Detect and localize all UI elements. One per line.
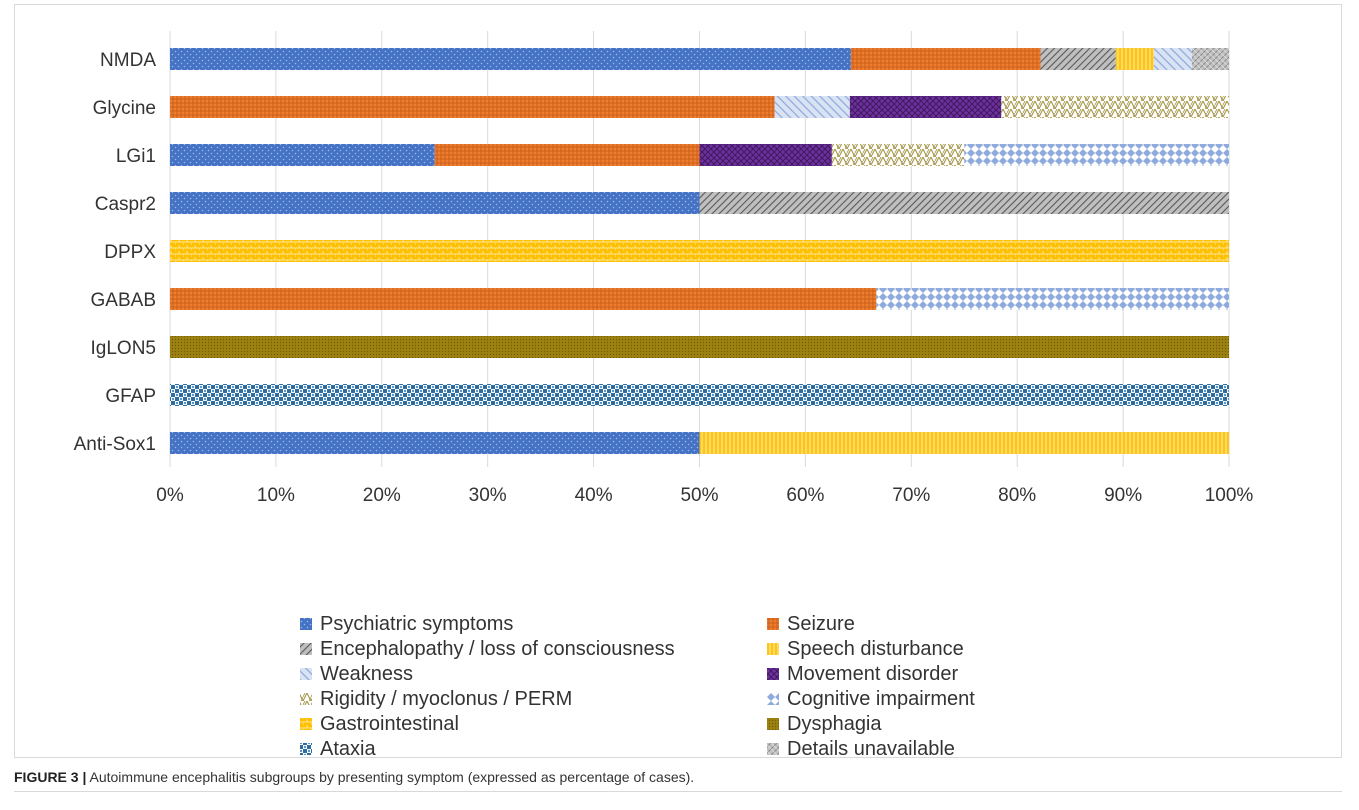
x-axis-tick-labels: 0% 10% 20% 30% 40% 50% 60% 70% 80% 90% 100% bbox=[156, 485, 1253, 506]
bar-segment-nmda-psychiatric-symptoms bbox=[170, 48, 851, 70]
bar-segment-lgi1-seizure bbox=[434, 144, 700, 166]
legend-swatch-ataxia bbox=[300, 743, 312, 755]
legend-swatch-seizure bbox=[767, 618, 779, 630]
bar-segment-gfap-ataxia bbox=[170, 384, 1229, 406]
x-tick-label: 80% bbox=[998, 485, 1036, 506]
legend-label: Movement disorder bbox=[787, 663, 959, 685]
figure-label: FIGURE 3 | bbox=[14, 769, 87, 785]
x-tick-label: 0% bbox=[156, 485, 184, 506]
bar-segment-glycine-movement-disorder bbox=[849, 96, 1002, 118]
x-tick-label: 60% bbox=[786, 485, 824, 506]
category-label: Caspr2 bbox=[95, 194, 156, 215]
legend-swatch-movement-disorder bbox=[767, 668, 779, 680]
bar-segment-nmda-encephalopathy-loss-of-consciousness bbox=[1040, 48, 1116, 70]
x-tick-label: 20% bbox=[363, 485, 401, 506]
legend-swatch-gastrointestinal bbox=[300, 718, 312, 730]
x-tick-label: 30% bbox=[469, 485, 507, 506]
figure-caption: FIGURE 3 | Autoimmune encephalitis subgr… bbox=[14, 769, 1342, 792]
legend-swatch-cognitive-impairment bbox=[767, 693, 779, 705]
bar-segment-glycine-rigidity-myoclonus-perm bbox=[1001, 96, 1229, 118]
legend: Psychiatric symptoms Seizure Encephalopath… bbox=[300, 613, 975, 757]
bar-segment-lgi1-psychiatric-symptoms bbox=[170, 144, 435, 166]
bar-segment-iglon5-dysphagia bbox=[170, 336, 1229, 358]
bar-segment-glycine-seizure bbox=[170, 96, 775, 118]
legend-label: Gastrointestinal bbox=[320, 713, 459, 735]
bar-segment-lgi1-cognitive-impairment bbox=[964, 144, 1229, 166]
category-label: IgLON5 bbox=[91, 338, 156, 359]
legend-label: Dysphagia bbox=[787, 713, 882, 735]
legend-label: Weakness bbox=[320, 663, 413, 685]
legend-label: Speech disturbance bbox=[787, 638, 964, 660]
category-label: DPPX bbox=[104, 242, 156, 263]
legend-swatch-psychiatric-symptoms bbox=[300, 618, 312, 630]
stacked-bar-chart: NMDA Glycine LGi1 Caspr2 DPPX GABAB IgLON5 GFAP… bbox=[74, 31, 1253, 757]
bar-segment-nmda-seizure bbox=[850, 48, 1041, 70]
bar-segment-caspr2-psychiatric-symptoms bbox=[170, 192, 700, 214]
category-label: NMDA bbox=[100, 50, 156, 71]
bar-segment-nmda-weakness bbox=[1153, 48, 1192, 70]
bar-segment-anti-sox1-speech-disturbance bbox=[699, 432, 1229, 454]
bars bbox=[170, 48, 1229, 454]
legend-swatch-dysphagia bbox=[767, 718, 779, 730]
bar-segment-lgi1-rigidity-myoclonus-perm bbox=[831, 144, 965, 166]
legend-swatch-encephalopathy-loss-of-consciousness bbox=[300, 643, 312, 655]
legend-label: Rigidity / myoclonus / PERM bbox=[320, 688, 572, 710]
legend-label: Cognitive impairment bbox=[787, 688, 975, 710]
chart-frame: NMDA Glycine LGi1 Caspr2 DPPX GABAB IgLON5 GFAP… bbox=[14, 4, 1342, 758]
legend-swatch-speech-disturbance bbox=[767, 643, 779, 655]
x-tick-label: 100% bbox=[1205, 485, 1254, 506]
legend-label: Encephalopathy / loss of consciousness bbox=[320, 638, 675, 660]
x-tick-label: 50% bbox=[680, 485, 718, 506]
legend-swatch-details-unavailable bbox=[767, 743, 779, 755]
bar-segment-nmda-speech-disturbance bbox=[1115, 48, 1154, 70]
bar-segment-lgi1-movement-disorder bbox=[699, 144, 832, 166]
legend-label: Psychiatric symptoms bbox=[320, 613, 513, 635]
category-label: GFAP bbox=[105, 386, 156, 407]
category-label: Anti-Sox1 bbox=[74, 434, 156, 455]
category-label: Glycine bbox=[93, 98, 156, 119]
bar-segment-dppx-gastrointestinal bbox=[170, 240, 1229, 262]
bar-segment-gabab-cognitive-impairment bbox=[876, 288, 1229, 310]
category-label: LGi1 bbox=[116, 146, 156, 167]
category-labels: NMDA Glycine LGi1 Caspr2 DPPX GABAB IgLON5 GFAP… bbox=[74, 50, 157, 455]
category-label: GABAB bbox=[91, 290, 156, 311]
legend-label: Ataxia bbox=[320, 738, 376, 757]
bar-segment-gabab-seizure bbox=[170, 288, 877, 310]
bar-segment-anti-sox1-psychiatric-symptoms bbox=[170, 432, 700, 454]
x-tick-label: 90% bbox=[1104, 485, 1142, 506]
legend-swatch-rigidity-myoclonus-perm bbox=[300, 693, 312, 705]
x-tick-label: 70% bbox=[892, 485, 930, 506]
legend-label: Details unavailable bbox=[787, 738, 955, 757]
x-tick-label: 40% bbox=[575, 485, 613, 506]
bar-segment-glycine-weakness bbox=[774, 96, 850, 118]
x-tick-label: 10% bbox=[257, 485, 295, 506]
legend-swatch-weakness bbox=[300, 668, 312, 680]
bar-segment-caspr2-encephalopathy-loss-of-consciousness bbox=[699, 192, 1229, 214]
legend-label: Seizure bbox=[787, 613, 855, 635]
figure-caption-text: Autoimmune encephalitis subgroups by pre… bbox=[89, 769, 695, 785]
bar-segment-nmda-details-unavailable bbox=[1191, 48, 1229, 70]
